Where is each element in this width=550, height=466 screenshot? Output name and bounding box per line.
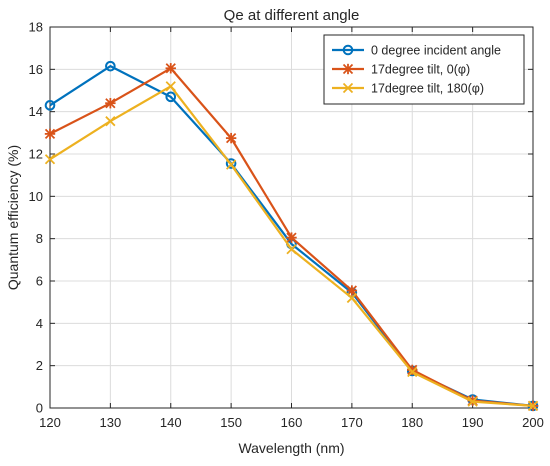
data-point: [225, 158, 237, 169]
y-tick-label: 8: [36, 231, 43, 246]
data-point: [165, 91, 177, 103]
ticks: 120 130 140 150 160 170 180 190 200 0 2 4 6 8 10 12 14 16…: [29, 20, 544, 431]
x-tick-label: 150: [220, 415, 242, 430]
legend-marker: [342, 82, 354, 94]
legend-label: 17degree tilt, 0(φ): [371, 63, 470, 77]
data-point: [286, 232, 297, 243]
data-point: [44, 100, 56, 111]
data-point: [467, 396, 478, 407]
x-tick-label: 140: [160, 415, 182, 430]
x-axis-title: Wavelength (nm): [238, 440, 344, 456]
data-point: [225, 159, 237, 170]
data-point: [225, 132, 237, 144]
data-point: [165, 63, 176, 74]
data-point: [527, 400, 539, 412]
y-axis-title: Quantum efficiency (%): [5, 145, 21, 290]
x-tick-label: 120: [39, 415, 61, 430]
x-tick-label: 190: [462, 415, 484, 430]
series: [44, 60, 539, 412]
y-tick-label: 4: [36, 316, 43, 331]
data-point: [105, 98, 116, 109]
legend-marker: [342, 44, 354, 56]
x-tick-label: 130: [100, 415, 122, 430]
legend-item: 17degree tilt, 180(φ): [332, 82, 484, 96]
data-point: [105, 60, 116, 72]
data-point: [44, 154, 56, 165]
data-point: [165, 81, 176, 92]
chart-title: Qe at different angle: [224, 7, 360, 24]
data-point: [346, 292, 358, 304]
y-tick-label: 16: [29, 62, 43, 77]
legend: 0 degree incident angle 17degree tilt, 0(…: [323, 34, 525, 105]
data-point: [44, 128, 56, 140]
series-3: [44, 81, 539, 412]
x-tick-label: 160: [281, 415, 303, 430]
x-tick-label: 180: [401, 415, 423, 430]
y-tick-label: 2: [36, 358, 43, 373]
legend-label: 17degree tilt, 180(φ): [371, 82, 484, 96]
data-point: [105, 116, 116, 127]
y-tick-label: 0: [36, 401, 43, 416]
y-tick-label: 6: [36, 274, 43, 289]
legend-marker: [342, 63, 354, 75]
data-point: [286, 244, 297, 255]
y-tick-label: 10: [29, 189, 43, 204]
data-point: [346, 285, 358, 296]
y-tick-label: 12: [29, 147, 43, 162]
x-tick-label: 200: [522, 415, 544, 430]
legend-item: 0 degree incident angle: [332, 44, 501, 58]
x-tick-label: 170: [341, 415, 363, 430]
y-tick-label: 18: [29, 20, 43, 35]
y-tick-label: 14: [29, 104, 43, 119]
legend-label: 0 degree incident angle: [371, 44, 501, 58]
legend-item: 17degree tilt, 0(φ): [332, 63, 470, 77]
data-point: [407, 366, 418, 378]
